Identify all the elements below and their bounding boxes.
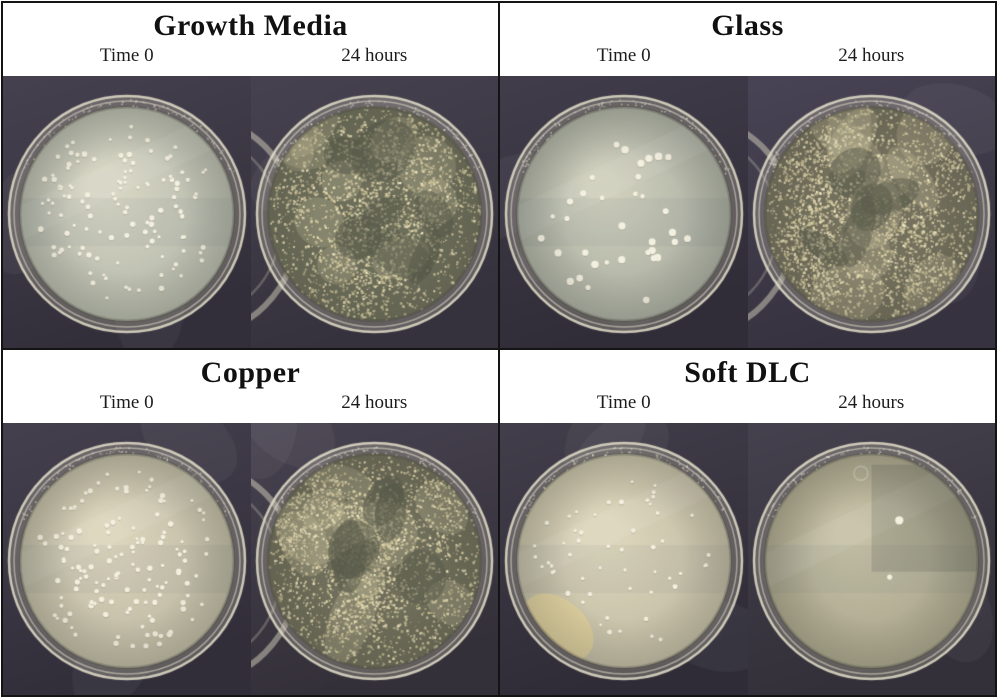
time-labels-row: Time 0 24 hours xyxy=(500,392,995,423)
petri-dish-canvas xyxy=(747,423,995,695)
petri-photo-copper-time0 xyxy=(3,423,251,695)
quadrant-growth-media: Growth Media Time 0 24 hours xyxy=(3,3,498,348)
petri-photo-glass-24h xyxy=(747,76,995,348)
quadrant-title: Glass xyxy=(711,9,784,42)
petri-dish-canvas xyxy=(500,423,748,695)
quadrant-title: Copper xyxy=(200,356,301,389)
time-labels-row: Time 0 24 hours xyxy=(500,45,995,76)
time0-label: Time 0 xyxy=(99,392,154,413)
quadrant-header: Glass Time 0 24 hours xyxy=(500,3,995,76)
time-labels-row: Time 0 24 hours xyxy=(3,45,498,76)
time24-label: 24 hours xyxy=(341,392,408,413)
petri-photo-soft-dlc-24h xyxy=(747,423,995,695)
quadrant-header: Soft DLC Time 0 24 hours xyxy=(500,350,995,423)
petri-photo-growth-media-time0 xyxy=(3,76,251,348)
petri-photo-soft-dlc-time0 xyxy=(500,423,748,695)
photo-pair xyxy=(500,423,995,695)
quadrant-copper: Copper Time 0 24 hours xyxy=(3,350,498,695)
petri-dish-canvas xyxy=(500,76,748,348)
quadrant-header: Growth Media Time 0 24 hours xyxy=(3,3,498,76)
quadrant-glass: Glass Time 0 24 hours xyxy=(500,3,995,348)
time-labels-row: Time 0 24 hours xyxy=(3,392,498,423)
quadrant-title: Soft DLC xyxy=(684,356,811,389)
petri-dish-canvas xyxy=(250,76,498,348)
petri-photo-growth-media-24h xyxy=(250,76,498,348)
quadrant-header: Copper Time 0 24 hours xyxy=(3,350,498,423)
petri-photo-glass-time0 xyxy=(500,76,748,348)
quadrant-title: Growth Media xyxy=(153,9,348,42)
petri-dish-canvas xyxy=(250,423,498,695)
time24-label: 24 hours xyxy=(341,45,408,66)
time0-label: Time 0 xyxy=(596,45,651,66)
photo-pair xyxy=(3,76,498,348)
time0-label: Time 0 xyxy=(99,45,154,66)
time24-label: 24 hours xyxy=(838,392,905,413)
quadrant-soft-dlc: Soft DLC Time 0 24 hours xyxy=(500,350,995,695)
time24-label: 24 hours xyxy=(838,45,905,66)
photo-pair xyxy=(3,423,498,695)
photo-pair xyxy=(500,76,995,348)
time0-label: Time 0 xyxy=(596,392,651,413)
petri-dish-canvas xyxy=(3,423,251,695)
petri-photo-copper-24h xyxy=(250,423,498,695)
petri-dish-canvas xyxy=(747,76,995,348)
quadrant-grid: Growth Media Time 0 24 hours Glass Time … xyxy=(3,3,995,695)
petri-dish-canvas xyxy=(3,76,251,348)
